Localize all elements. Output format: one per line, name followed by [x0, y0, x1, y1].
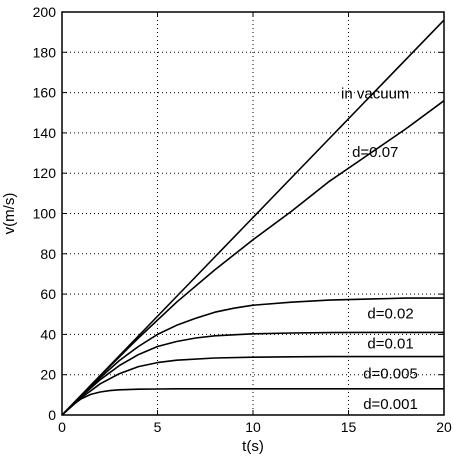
series-line	[61, 297, 444, 416]
x-tick-label: 5	[154, 419, 162, 435]
y-tick-label: 120	[33, 165, 57, 181]
x-axis-label: t(s)	[242, 438, 264, 455]
y-tick-label: 60	[40, 286, 56, 302]
series-label: d=0.07	[352, 144, 398, 161]
grid-lines	[62, 12, 444, 415]
y-tick-label: 100	[33, 206, 57, 222]
series-label: d=0.005	[363, 366, 418, 383]
series-line	[61, 100, 445, 416]
series-label: in vacuum	[341, 86, 409, 103]
series-labels: in vacuum d=0.07 d=0.02 d=0.01 d=0.005 d=0.00…	[341, 86, 418, 413]
series-label: d=0.01	[367, 336, 413, 353]
x-tick-label: 20	[436, 419, 452, 435]
x-tick-label: 0	[58, 419, 66, 435]
y-tick-label: 80	[40, 246, 56, 262]
y-axis-label: v(m/s)	[1, 193, 18, 235]
series-label: d=0.02	[367, 305, 413, 322]
y-tick-label: 0	[48, 407, 56, 423]
series-line	[61, 387, 444, 416]
y-tick-label: 40	[40, 326, 56, 342]
series-line	[61, 19, 445, 416]
series-label: d=0.001	[363, 396, 418, 413]
y-tick-label: 180	[33, 44, 57, 60]
x-tick-label: 10	[245, 419, 261, 435]
series-lines	[61, 19, 445, 416]
y-tick-label: 160	[33, 85, 57, 101]
y-tick-label: 140	[33, 125, 57, 141]
x-tick-label: 15	[341, 419, 357, 435]
series-line	[61, 355, 444, 416]
y-tick-label: 200	[33, 4, 57, 20]
y-tick-label: 20	[40, 367, 56, 383]
series-line	[61, 331, 444, 416]
